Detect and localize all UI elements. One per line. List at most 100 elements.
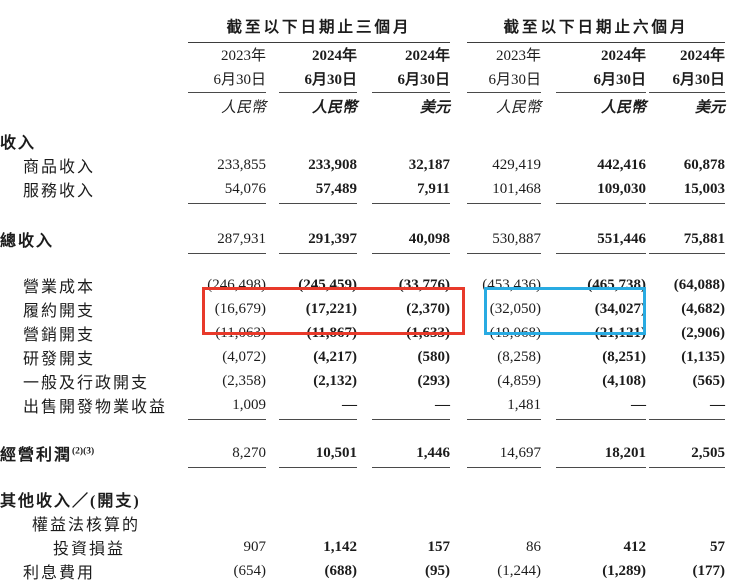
row-label: 投資損益 [53, 541, 126, 558]
value-cell: 86 [526, 538, 541, 555]
table-row: 投資損益 907 1,142 157 86 412 57 [0, 535, 725, 559]
value-cell: (11,063) [215, 324, 266, 341]
value-cell: (453,436) [482, 276, 541, 293]
value-cell: (34,027) [594, 300, 646, 317]
column-rule [649, 253, 725, 254]
rule-row [0, 201, 725, 207]
row-label: 權益法核算的 [32, 517, 141, 534]
value-cell: 18,201 [604, 444, 646, 461]
row-label: 總收入 [0, 233, 55, 250]
column-rule [556, 253, 646, 254]
column-rule [188, 419, 266, 420]
value-cell: 233,908 [308, 156, 357, 173]
value-cell: 2,505 [691, 444, 725, 461]
table-row-marketing-expenses: 營銷開支 (11,063) (11,867) (1,633) (19,068) … [0, 321, 725, 345]
value-cell: (465,738) [587, 276, 646, 293]
column-year: 2023年 [220, 47, 266, 64]
column-date: 6月30日 [213, 71, 266, 88]
value-cell: (17,221) [305, 300, 357, 317]
header-rule-row [0, 90, 725, 95]
row-label: 研發開支 [23, 351, 96, 368]
value-cell: 412 [623, 538, 647, 555]
column-rule [649, 203, 725, 204]
value-cell: 291,397 [308, 230, 357, 247]
column-rule [649, 467, 725, 468]
value-cell: 57,489 [315, 180, 357, 197]
row-label: 營業成本 [23, 279, 96, 296]
value-cell: 75,881 [683, 230, 725, 247]
column-rule [279, 467, 357, 468]
group-header-six-months: 截至以下日期止六個月 [467, 8, 725, 43]
value-cell: (2,358) [222, 372, 266, 389]
value-cell: (245,459) [298, 276, 357, 293]
value-cell: (64,088) [673, 276, 725, 293]
value-cell: 1,142 [323, 538, 357, 555]
column-rule [556, 92, 646, 93]
group-header-three-months: 截至以下日期止三個月 [188, 8, 450, 43]
column-rule [467, 92, 541, 93]
column-rule [649, 419, 725, 420]
table-row-section: 收入 [0, 129, 725, 153]
row-label: 商品收入 [23, 159, 96, 176]
value-cell: 157 [427, 538, 451, 555]
value-cell: 1,012 [646, 583, 725, 587]
value-cell: (177) [692, 562, 726, 579]
value-cell: 442,416 [597, 156, 646, 173]
value-cell: (8,251) [602, 348, 646, 365]
column-rule [188, 92, 266, 93]
year-header-row: 2023年 2024年 2024年 2023年 2024年 2024年 [0, 42, 725, 66]
row-label: 一般及行政開支 [23, 375, 150, 392]
value-cell: 429,419 [492, 156, 541, 173]
table-row-fulfillment-expenses: 履約開支 (16,679) (17,221) (2,370) (32,050) … [0, 297, 725, 321]
value-cell: (654) [233, 562, 267, 579]
column-date: 6月30日 [672, 71, 725, 88]
column-rule [279, 253, 357, 254]
column-rule [649, 92, 725, 93]
column-rule [279, 92, 357, 93]
value-cell: 32,187 [408, 156, 450, 173]
table-row: 利息費用 (654) (688) (95) (1,244) (1,289) (1… [0, 559, 725, 583]
column-year: 2024年 [679, 47, 725, 64]
row-label: 利息費用 [23, 565, 96, 582]
value-cell: — [710, 396, 725, 413]
column-rule [188, 203, 266, 204]
table-row: 其他淨額(4) 1,211 4,661 641 4,003 7,357 1,01… [0, 583, 725, 587]
column-year: 2024年 [404, 47, 450, 64]
value-cell: 1,009 [232, 396, 266, 413]
value-cell: (4,682) [681, 300, 725, 317]
column-rule [556, 467, 646, 468]
value-cell: 54,076 [224, 180, 266, 197]
value-cell: 14,697 [499, 444, 541, 461]
value-cell: (4,217) [313, 348, 357, 365]
value-cell: 907 [243, 538, 267, 555]
column-rule [279, 419, 357, 420]
value-cell: — [342, 396, 357, 413]
rule-row [0, 465, 725, 473]
value-cell: (4,072) [222, 348, 266, 365]
table-row-operating-profit: 經營利潤(2)(3) 8,270 10,501 1,446 14,697 18,… [0, 441, 725, 465]
value-cell: (11,867) [306, 324, 357, 341]
value-cell: 1,481 [507, 396, 541, 413]
value-cell: 641 [357, 583, 451, 587]
column-rule [188, 467, 266, 468]
column-rule [372, 203, 450, 204]
value-cell: 101,468 [492, 180, 541, 197]
value-cell: (1,633) [406, 324, 450, 341]
rule-row [0, 417, 725, 423]
value-cell: 4,661 [266, 583, 357, 587]
column-rule [188, 253, 266, 254]
column-currency: 人民幣 [220, 99, 266, 116]
column-currency: 美元 [694, 99, 725, 116]
column-date: 6月30日 [397, 71, 450, 88]
column-year: 2024年 [600, 47, 646, 64]
column-rule [467, 203, 541, 204]
table-row: 研發開支 (4,072) (4,217) (580) (8,258) (8,25… [0, 345, 725, 369]
table-row-total: 總收入 287,931 291,397 40,098 530,887 551,4… [0, 227, 725, 251]
column-currency: 人民幣 [600, 99, 646, 116]
table-row: 服務收入 54,076 57,489 7,911 101,468 109,030… [0, 177, 725, 201]
column-year: 2023年 [495, 47, 541, 64]
income-statement-table: 截至以下日期止三個月 截至以下日期止六個月 2023年 2024年 2024年 … [0, 8, 725, 587]
column-date: 6月30日 [304, 71, 357, 88]
value-cell: 233,855 [217, 156, 266, 173]
